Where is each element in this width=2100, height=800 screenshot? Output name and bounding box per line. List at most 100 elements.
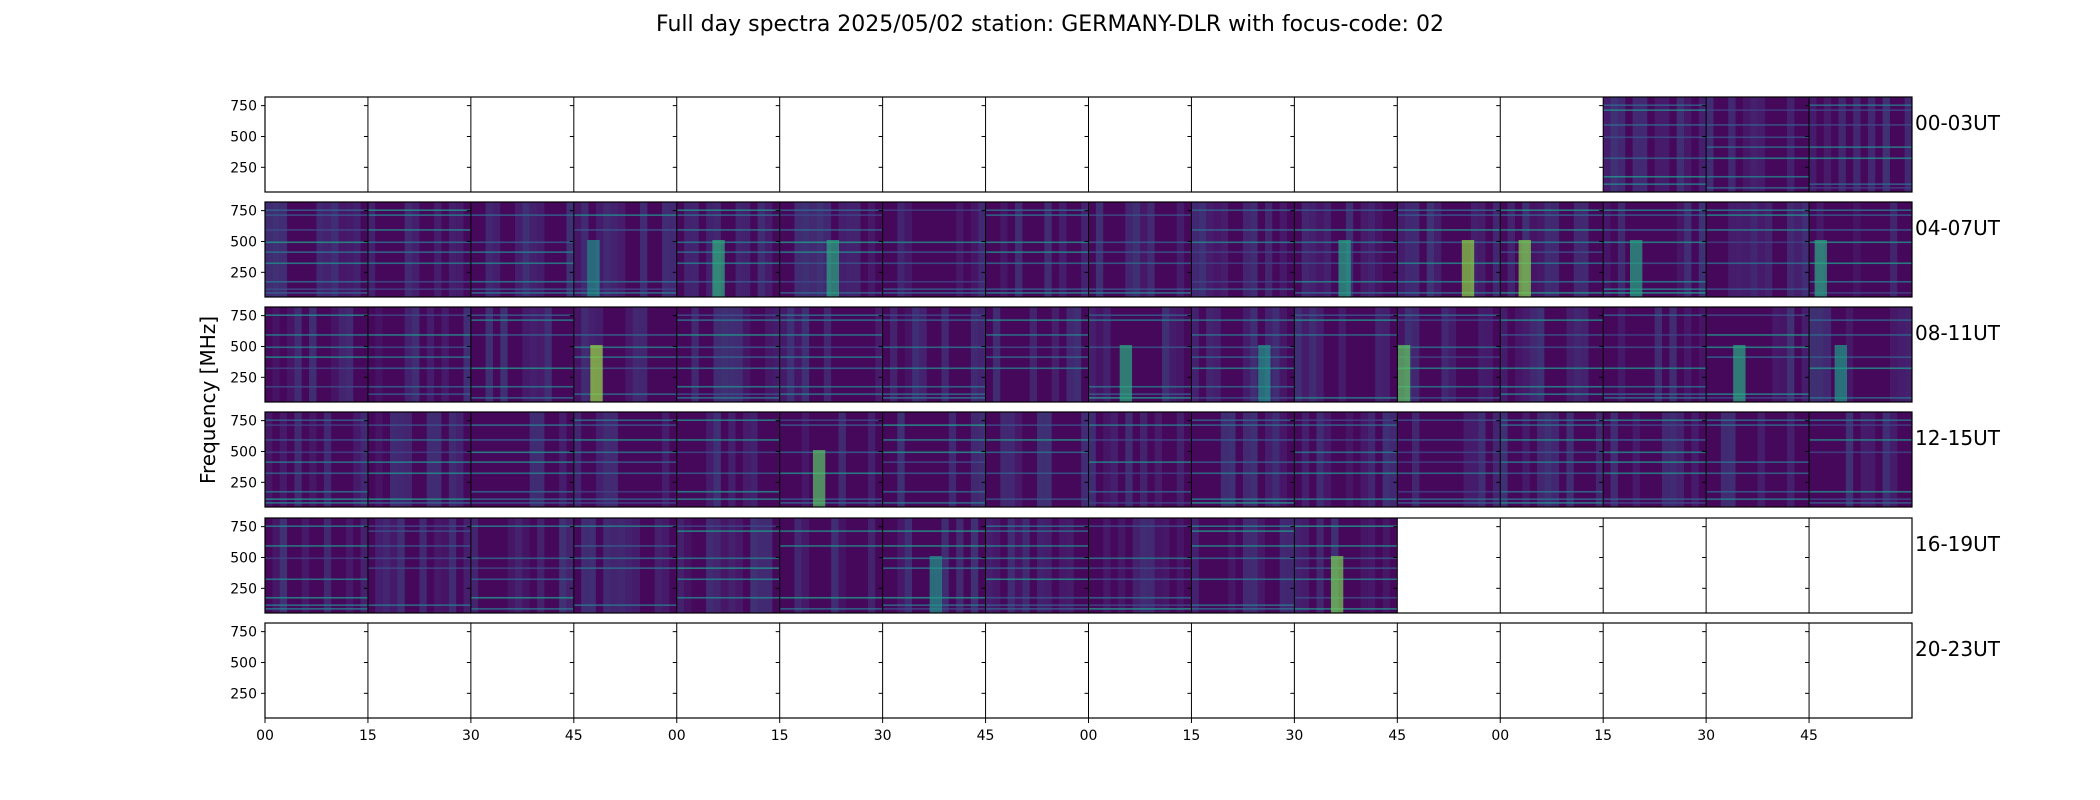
empty-panel [265, 623, 368, 718]
spectrum-panel [1397, 307, 1501, 402]
row-time-label: 20-23UT [1915, 637, 2000, 661]
y-tick-label: 500 [230, 550, 257, 566]
spectrum-panel [265, 518, 368, 613]
y-tick-label: 500 [230, 339, 257, 355]
row-frame [264, 411, 1913, 508]
spectrum-panel [1500, 307, 1604, 402]
spectrum-panel [779, 307, 883, 402]
spectrum-panel [1809, 97, 1912, 192]
y-tick-label: 250 [230, 475, 257, 491]
spectrum-panel [470, 518, 574, 613]
empty-panel [985, 97, 1089, 192]
spectrum-panel [1706, 412, 1810, 507]
chart-title: Full day spectra 2025/05/02 station: GER… [656, 12, 1444, 37]
spectrum-panel [573, 518, 677, 613]
empty-panel [1603, 518, 1707, 613]
spectrum-panel [1294, 518, 1398, 613]
spectrum-panel [1088, 412, 1192, 507]
x-tick-label: 30 [1697, 728, 1715, 744]
row-time-label: 00-03UT [1915, 111, 2000, 135]
spectrum-panel [1603, 97, 1707, 192]
row-frame [264, 201, 1913, 298]
empty-panel [1397, 518, 1501, 613]
spectra-row: 750 500 250 [230, 96, 1913, 193]
spectrum-panel [1603, 307, 1707, 402]
spectrum-panel [985, 412, 1089, 507]
spectrum-panel [470, 412, 574, 507]
x-tick-label: 45 [1388, 728, 1406, 744]
spectrum-panel [882, 202, 986, 297]
row-time-label: 04-07UT [1915, 216, 2000, 240]
row-time-label: 16-19UT [1915, 532, 2000, 556]
spectrum-panel [573, 307, 677, 402]
spectrum-panel [1809, 307, 1912, 402]
x-tick-label: 00 [1491, 728, 1509, 744]
x-tick-label: 30 [462, 728, 480, 744]
spectrum-panel [1294, 202, 1398, 297]
spectrum-panel [1706, 97, 1810, 192]
spectrum-panel [1294, 412, 1398, 507]
empty-panel [882, 623, 986, 718]
empty-panel [1809, 518, 1912, 613]
y-tick-label: 250 [230, 370, 257, 386]
spectrum-panel [1088, 307, 1192, 402]
empty-panel [470, 97, 574, 192]
y-tick-label: 750 [230, 414, 257, 430]
spectrum-panel [1397, 412, 1501, 507]
empty-panel [779, 97, 883, 192]
y-tick-label: 500 [230, 655, 257, 671]
x-tick-label: 30 [1285, 728, 1303, 744]
empty-panel [573, 623, 677, 718]
empty-panel [1397, 97, 1501, 192]
spectrum-panel [676, 412, 780, 507]
empty-panel [1706, 518, 1810, 613]
spectrum-panel [882, 307, 986, 402]
x-tick-label: 15 [359, 728, 377, 744]
empty-panel [470, 623, 574, 718]
y-tick-label: 250 [230, 265, 257, 281]
row-frame [264, 96, 1913, 193]
spectrum-panel [1191, 307, 1295, 402]
spectrum-panel [676, 307, 780, 402]
spectrum-panel [779, 412, 883, 507]
spectrum-panel [265, 202, 368, 297]
x-tick-label: 00 [1080, 728, 1098, 744]
empty-panel [1500, 97, 1604, 192]
empty-panel [1603, 623, 1707, 718]
y-tick-label: 500 [230, 234, 257, 250]
spectrum-panel [265, 307, 368, 402]
empty-panel [1191, 623, 1295, 718]
empty-panel [1809, 623, 1912, 718]
empty-panel [1500, 518, 1604, 613]
x-tick-label: 15 [771, 728, 789, 744]
spectrum-panel [1088, 202, 1192, 297]
empty-panel [985, 623, 1089, 718]
empty-panel [1294, 97, 1398, 192]
spectrum-panel [1809, 412, 1912, 507]
spectrum-panel [779, 202, 883, 297]
empty-panel [1294, 623, 1398, 718]
row-time-label: 12-15UT [1915, 426, 2000, 450]
y-tick-label: 250 [230, 160, 257, 176]
spectrum-panel [1603, 412, 1707, 507]
spectra-row: 750 500 250 [230, 306, 1913, 403]
empty-panel [1088, 623, 1192, 718]
y-tick-label: 750 [230, 99, 257, 115]
spectra-row: 750 500 250 [230, 622, 1913, 719]
empty-panel [1397, 623, 1501, 718]
y-tick-label: 750 [230, 309, 257, 325]
spectrum-panel [985, 307, 1089, 402]
row-time-label: 08-11UT [1915, 321, 2000, 345]
empty-panel [265, 97, 368, 192]
empty-panel [367, 97, 471, 192]
spectrum-panel [470, 202, 574, 297]
spectrum-panel [1706, 202, 1810, 297]
spectrum-panel [367, 412, 471, 507]
empty-panel [676, 97, 780, 192]
x-tick-label: 15 [1594, 728, 1612, 744]
spectrum-panel [676, 202, 780, 297]
spectrum-panel [1397, 202, 1501, 297]
y-tick-label: 500 [230, 129, 257, 145]
spectrum-panel [1294, 307, 1398, 402]
